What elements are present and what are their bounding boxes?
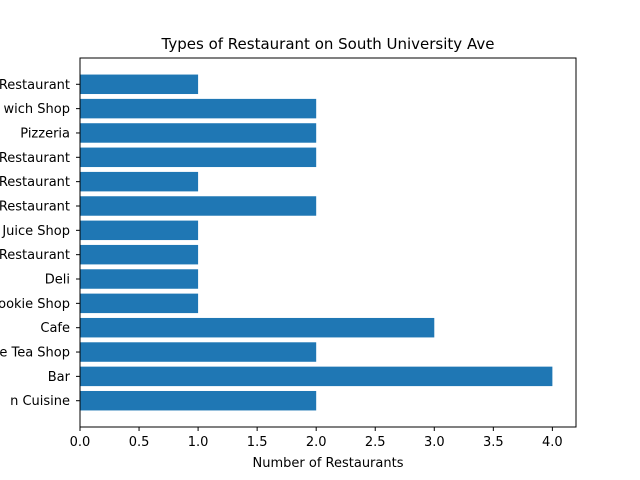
y-tick-label: wich Shop bbox=[4, 102, 70, 117]
bar bbox=[80, 196, 317, 216]
chart-title: Types of Restaurant on South University … bbox=[161, 35, 495, 53]
bar bbox=[80, 293, 199, 314]
x-axis-ticks: 0.0 0.5 1.0 1.5 2.0 2.5 3.0 3.5 4.0 bbox=[70, 427, 563, 450]
y-tick-label: Deli bbox=[45, 273, 70, 288]
bar bbox=[80, 390, 317, 411]
bar bbox=[80, 317, 435, 338]
y-tick-label: Cafe bbox=[40, 321, 70, 336]
bar bbox=[80, 244, 199, 265]
y-tick-label: Restaurant bbox=[0, 151, 70, 166]
y-tick-label: Bar bbox=[48, 370, 71, 385]
bar bbox=[80, 123, 317, 143]
x-tick-label: 1.0 bbox=[188, 435, 209, 450]
bar bbox=[80, 342, 317, 362]
x-tick-label: 1.5 bbox=[247, 435, 268, 450]
x-tick-label: 2.0 bbox=[306, 435, 327, 450]
bar bbox=[80, 74, 199, 95]
y-tick-label: Pizzeria bbox=[20, 126, 70, 141]
y-tick-label: ookie Shop bbox=[0, 297, 70, 312]
y-tick-label: Restaurant bbox=[0, 175, 70, 190]
bar bbox=[80, 269, 199, 289]
y-tick-label: Juice Shop bbox=[1, 224, 70, 239]
bar bbox=[80, 366, 553, 387]
y-tick-label: Restaurant bbox=[0, 78, 70, 93]
x-tick-label: 3.0 bbox=[424, 435, 445, 450]
x-tick-label: 4.0 bbox=[542, 435, 563, 450]
bar bbox=[80, 220, 199, 241]
bar bbox=[80, 147, 317, 168]
bar bbox=[80, 171, 199, 192]
y-tick-label: Restaurant bbox=[0, 199, 70, 214]
plot-frame bbox=[79, 57, 577, 428]
x-tick-label: 0.5 bbox=[129, 435, 150, 450]
y-tick-label: n Cuisine bbox=[10, 394, 70, 409]
x-tick-label: 3.5 bbox=[483, 435, 504, 450]
x-tick-label: 2.5 bbox=[365, 435, 386, 450]
y-tick-label: Restaurant bbox=[0, 248, 70, 263]
bars-group bbox=[80, 74, 553, 411]
y-axis-ticks: Restaurant wich Shop Pizzeria Restaurant Res… bbox=[0, 78, 80, 409]
x-axis-label: Number of Restaurants bbox=[253, 456, 404, 471]
x-tick-label: 0.0 bbox=[70, 435, 91, 450]
y-tick-label: e Tea Shop bbox=[0, 346, 70, 361]
bar bbox=[80, 98, 317, 119]
